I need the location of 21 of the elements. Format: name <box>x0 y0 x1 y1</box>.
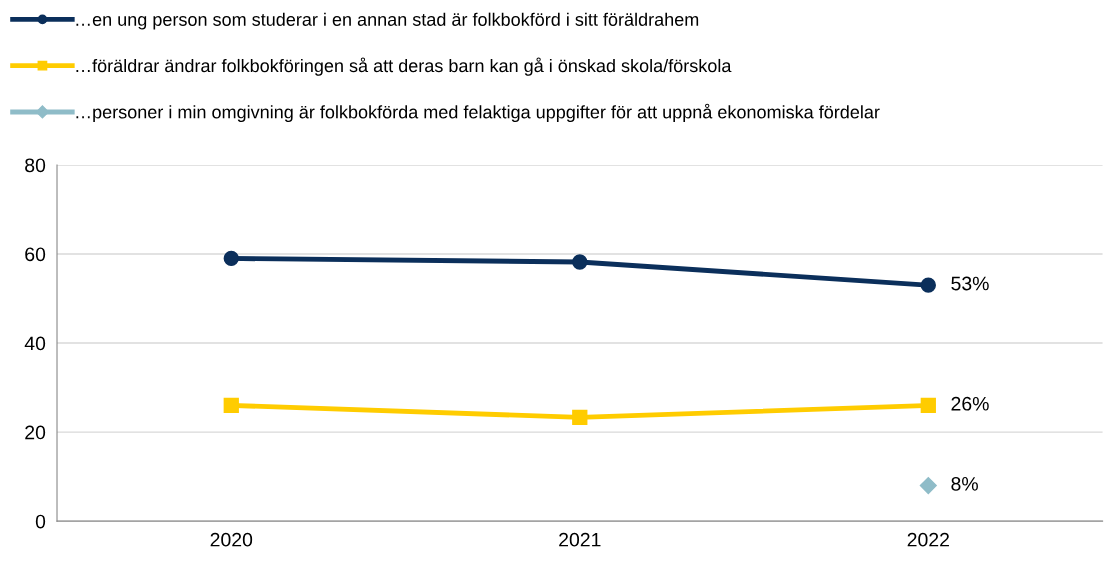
point <box>919 476 937 495</box>
point <box>572 409 588 426</box>
legend-label: …en ung person som studerar i en annan stad är folkbokförd i sitt föräldrahem <box>76 12 699 30</box>
data-label: 8% <box>951 477 978 491</box>
point <box>920 277 936 293</box>
x-tick-label: 2020 <box>210 532 253 547</box>
point <box>572 254 588 270</box>
point <box>223 397 239 414</box>
y-tick-label: 80 <box>25 158 46 173</box>
x-tick-label: 2021 <box>559 532 601 547</box>
y-tick-label: 0 <box>35 514 46 529</box>
x-tick-label: 2022 <box>907 532 949 547</box>
point <box>223 250 239 267</box>
legend-label: …föräldrar ändrar folkbokföringen så att deras barn kan gå i önskad skola/förskola <box>76 57 732 76</box>
legend-label: …personer i min omgivning är folkbokförda med felaktiga uppgifter för att uppnå ekonomiska fördelar <box>76 103 880 123</box>
y-tick-label: 40 <box>24 336 46 351</box>
data-label: 53% <box>951 276 989 291</box>
data-label: 26% <box>951 396 989 411</box>
y-tick-label: 20 <box>25 425 46 440</box>
point <box>920 397 936 414</box>
y-tick-label: 60 <box>25 247 46 262</box>
